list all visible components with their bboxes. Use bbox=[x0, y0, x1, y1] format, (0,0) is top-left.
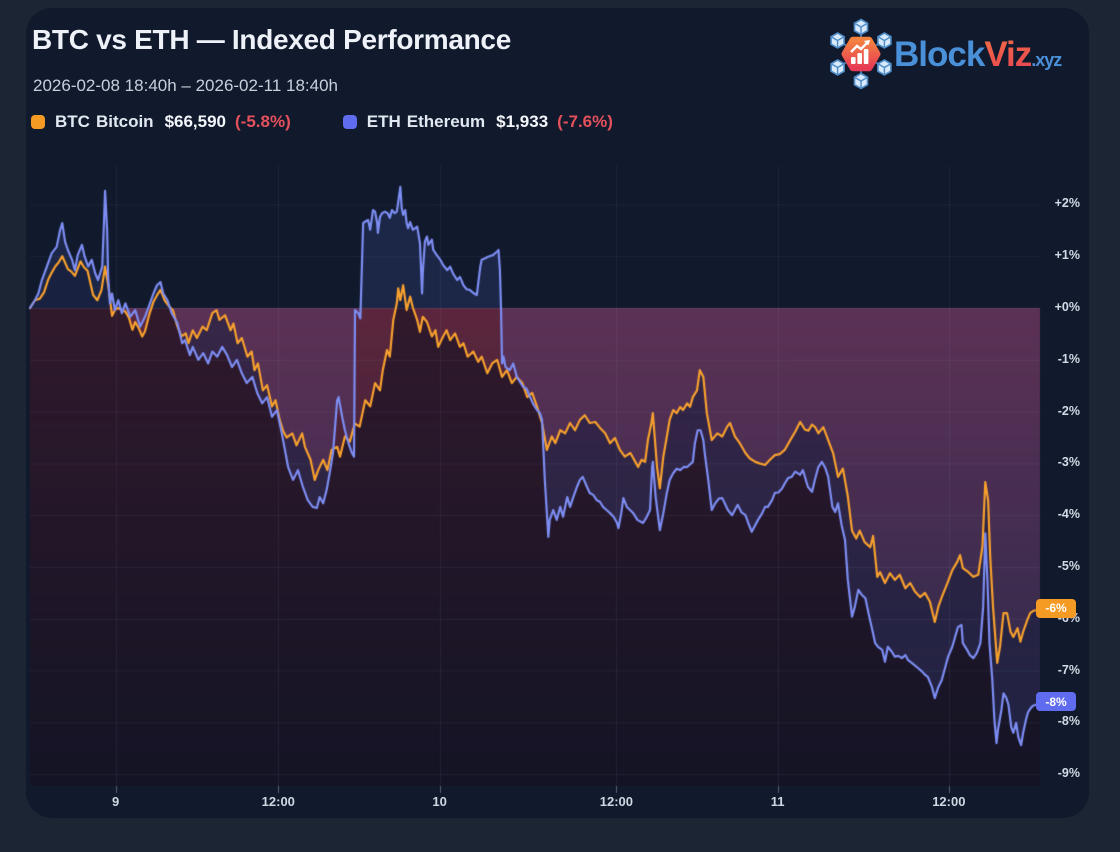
logo-text-suffix: .xyz bbox=[1031, 50, 1062, 70]
y-axis-label: -1% bbox=[1057, 351, 1080, 366]
x-axis-label: 9 bbox=[111, 794, 120, 809]
y-axis-label: -2% bbox=[1057, 403, 1080, 418]
legend: BTC Bitcoin $66,590 (-5.8%) ETH Ethereum… bbox=[31, 112, 613, 132]
eth-swatch bbox=[342, 115, 357, 129]
svg-text:BlockViz.xyz: BlockViz.xyz bbox=[894, 35, 1062, 74]
x-axis-label: 12:00 bbox=[932, 794, 966, 809]
legend-item-eth[interactable]: ETH Ethereum $1,933 (-7.6%) bbox=[342, 112, 613, 132]
btc-last-value-badge: -6% bbox=[1036, 598, 1076, 618]
btc-symbol: BTC bbox=[55, 112, 90, 131]
btc-price: $66,590 bbox=[164, 112, 227, 131]
y-axis-label: -5% bbox=[1057, 559, 1080, 573]
btc-name: Bitcoin bbox=[95, 112, 154, 131]
eth-price: $1,933 bbox=[496, 112, 549, 131]
logo-hex-icon bbox=[830, 18, 892, 90]
y-axis-label: +0% bbox=[1054, 300, 1080, 314]
logo-bar-chart-icon bbox=[850, 40, 870, 64]
y-axis-label: -8% bbox=[1057, 714, 1080, 729]
y-axis-label: -7% bbox=[1057, 662, 1080, 677]
y-axis-label: -4% bbox=[1057, 507, 1080, 522]
logo-text-block: Block bbox=[894, 35, 986, 74]
eth-change: (-7.6%) bbox=[557, 112, 613, 131]
x-axis-label: 12:00 bbox=[261, 794, 295, 809]
eth-name: Ethereum bbox=[406, 112, 486, 131]
page-title: BTC vs ETH — Indexed Performance bbox=[32, 24, 511, 55]
y-axis-label: -9% bbox=[1057, 766, 1080, 781]
eth-last-value-badge: -8% bbox=[1036, 692, 1076, 712]
legend-item-btc[interactable]: BTC Bitcoin $66,590 (-5.8%) bbox=[31, 112, 291, 132]
logo-text-viz: Viz bbox=[984, 35, 1031, 74]
eth-symbol: ETH bbox=[366, 112, 401, 131]
btc-change: (-5.8%) bbox=[235, 112, 291, 131]
y-axis-label: +2% bbox=[1054, 196, 1080, 211]
y-axis-label: -3% bbox=[1057, 455, 1080, 470]
y-axis-label: +1% bbox=[1054, 248, 1080, 263]
x-axis-label: 12:00 bbox=[599, 794, 633, 809]
blockviz-logo[interactable]: BlockViz.xyz bbox=[830, 14, 1088, 90]
x-axis-label: 11 bbox=[770, 794, 785, 809]
date-range: 2026-02-08 18:40h – 2026-02-11 18:40h bbox=[33, 76, 338, 95]
x-axis-label: 10 bbox=[432, 794, 447, 809]
btc-swatch bbox=[31, 115, 45, 129]
